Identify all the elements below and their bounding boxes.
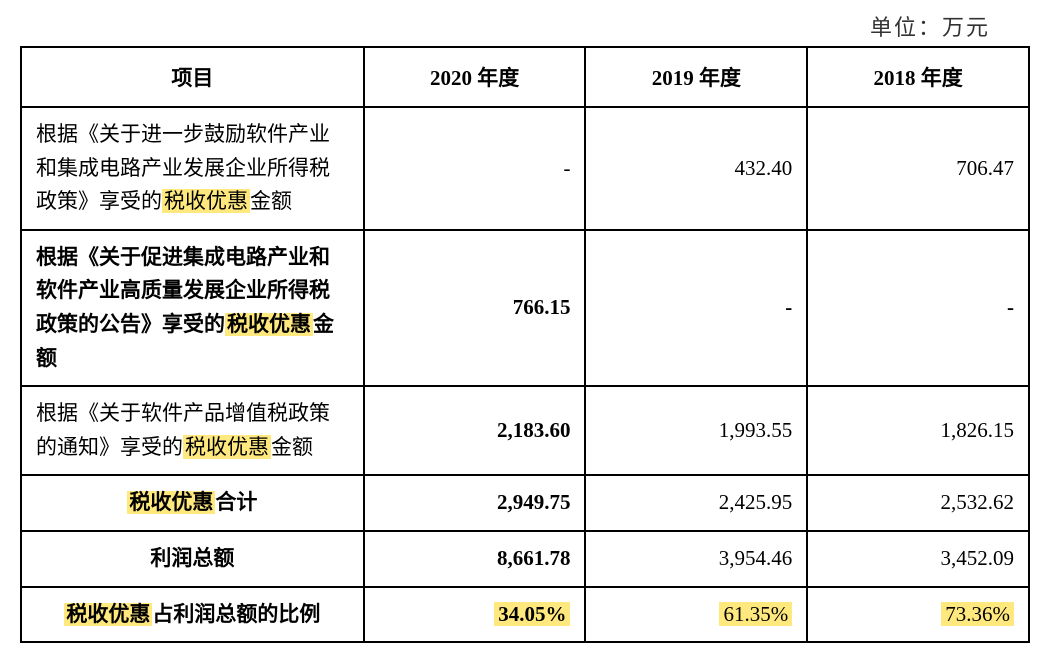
highlight-text: 税收优惠 — [162, 189, 250, 213]
row5-desc: 利润总额 — [21, 531, 364, 587]
row5-2019: 3,954.46 — [585, 531, 807, 587]
row1-2020: - — [364, 107, 586, 230]
highlight-text: 税收优惠 — [127, 491, 215, 514]
row2-2020: 766.15 — [364, 230, 586, 386]
header-2020: 2020 年度 — [364, 47, 586, 107]
row6-desc: 税收优惠占利润总额的比例 — [21, 587, 364, 643]
row2-2018: - — [807, 230, 1029, 386]
row3-2020: 2,183.60 — [364, 386, 586, 475]
row6-2020: 34.05% — [364, 587, 586, 643]
row1-desc: 根据《关于进一步鼓励软件产业和集成电路产业发展企业所得税政策》享受的税收优惠金额 — [21, 107, 364, 230]
row4-2019: 2,425.95 — [585, 475, 807, 531]
row5-2020: 8,661.78 — [364, 531, 586, 587]
table-row: 利润总额 8,661.78 3,954.46 3,452.09 — [21, 531, 1029, 587]
table-row: 税收优惠占利润总额的比例 34.05% 61.35% 73.36% — [21, 587, 1029, 643]
row6-2019: 61.35% — [585, 587, 807, 643]
highlight-text: 税收优惠 — [183, 435, 271, 459]
row3-desc: 根据《关于软件产品增值税政策的通知》享受的税收优惠金额 — [21, 386, 364, 475]
row1-2019: 432.40 — [585, 107, 807, 230]
table-row: 根据《关于进一步鼓励软件产业和集成电路产业发展企业所得税政策》享受的税收优惠金额… — [21, 107, 1029, 230]
row6-2018: 73.36% — [807, 587, 1029, 643]
unit-label: 单位：万元 — [20, 10, 1030, 42]
row4-desc: 税收优惠合计 — [21, 475, 364, 531]
table-row: 根据《关于促进集成电路产业和软件产业高质量发展企业所得税政策的公告》享受的税收优… — [21, 230, 1029, 386]
row3-2018: 1,826.15 — [807, 386, 1029, 475]
row2-2019: - — [585, 230, 807, 386]
row4-2018: 2,532.62 — [807, 475, 1029, 531]
row5-2018: 3,452.09 — [807, 531, 1029, 587]
header-item: 项目 — [21, 47, 364, 107]
highlight-text: 税收优惠 — [225, 313, 313, 336]
row2-desc: 根据《关于促进集成电路产业和软件产业高质量发展企业所得税政策的公告》享受的税收优… — [21, 230, 364, 386]
header-2018: 2018 年度 — [807, 47, 1029, 107]
table-header-row: 项目 2020 年度 2019 年度 2018 年度 — [21, 47, 1029, 107]
table-row: 根据《关于软件产品增值税政策的通知》享受的税收优惠金额 2,183.60 1,9… — [21, 386, 1029, 475]
row4-2020: 2,949.75 — [364, 475, 586, 531]
row3-2019: 1,993.55 — [585, 386, 807, 475]
row1-2018: 706.47 — [807, 107, 1029, 230]
tax-benefit-table: 项目 2020 年度 2019 年度 2018 年度 根据《关于进一步鼓励软件产… — [20, 46, 1030, 643]
table-row: 税收优惠合计 2,949.75 2,425.95 2,532.62 — [21, 475, 1029, 531]
header-2019: 2019 年度 — [585, 47, 807, 107]
highlight-text: 税收优惠 — [64, 603, 152, 626]
